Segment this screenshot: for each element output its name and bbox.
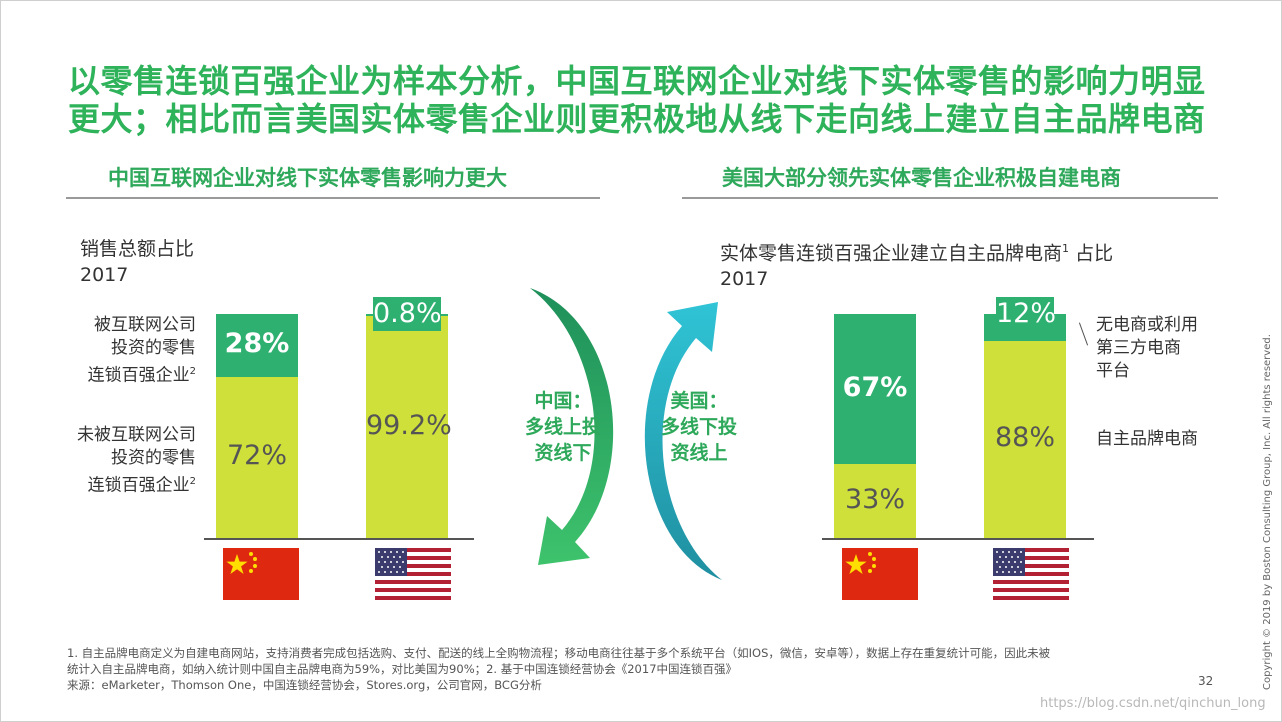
china-arrow-label-l1: 中国： (534, 390, 592, 412)
left-bar-usa-label-0: 99.2% (366, 409, 452, 441)
left-metric-label: 销售总额占比 2017 (80, 236, 194, 288)
usa-arrow-label-l1: 美国： (670, 390, 728, 412)
legend-third-party: 无电商或利用 第三方电商 平台 (1096, 314, 1198, 383)
legend-third-party-l3: 平台 (1096, 361, 1130, 381)
footnote-line-1: 1. 自主品牌电商定义为自建电商网站，支持消费者完成包括选购、支付、配送的线上全… (67, 646, 1051, 660)
right-metric-suffix: 占比 (1075, 242, 1114, 265)
left-chart-baseline (204, 538, 474, 540)
row-label-invested-l3-wrap: 连锁百强企业2 (20, 360, 196, 388)
center-arrows (530, 288, 722, 580)
right-section-title: 美国大部分领先实体零售企业积极自建电商 (722, 166, 1121, 190)
left-bar-usa-segment-0: 99.2% (366, 315, 452, 538)
page-number: 32 (1198, 674, 1214, 688)
right-bar-china-label-0: 33% (844, 484, 905, 516)
row-label-not-invested: 未被互联网公司 投资的零售 连锁百强企业2 (20, 424, 196, 498)
right-metric-sup: 1 (1062, 242, 1070, 255)
left-bar-usa-label-1: 0.8% (373, 297, 442, 331)
left-bar-china-segment-0: 72% (216, 376, 298, 538)
watermark-text: https://blog.csdn.net/qinchun_long (1040, 696, 1266, 711)
usa-arrow-label-l3: 资线上 (670, 442, 728, 464)
usa-arrow-label-l2: 多线下投 (660, 416, 737, 438)
footnote-line-2: 统计入自主品牌电商，如纳入统计则中国自主品牌电商为59%，对比美国为90%；2.… (67, 662, 738, 676)
row-label-not-invested-l1: 未被互联网公司 (77, 425, 196, 445)
right-metric-year: 2017 (720, 268, 769, 291)
footnotes: 1. 自主品牌电商定义为自建电商网站，支持消费者完成包括选购、支付、配送的线上全… (67, 645, 1227, 693)
row-label-not-invested-l3: 连锁百强企业 (87, 475, 190, 496)
right-section-divider (682, 197, 1218, 199)
left-bar-china-label-1: 28% (224, 328, 290, 360)
legend-third-party-l1: 无电商或利用 (1096, 315, 1198, 335)
row-label-not-invested-sup: 2 (189, 476, 196, 487)
china-flag-icon (223, 548, 299, 600)
row-label-not-invested-l3-wrap: 连锁百强企业2 (20, 470, 196, 498)
right-metric-label: 实体零售连锁百强企业建立自主品牌电商1 占比 2017 (720, 236, 1113, 292)
slide-title: 以零售连锁百强企业为样本分析，中国互联网企业对线下实体零售的影响力明显更大；相比… (68, 62, 1206, 138)
row-label-invested-sup: 2 (189, 366, 196, 377)
row-label-not-invested-l2: 投资的零售 (111, 448, 196, 468)
right-bar-usa-label-1: 12% (996, 297, 1057, 331)
left-metric-text: 销售总额占比 (80, 238, 195, 260)
row-label-invested-l2: 投资的零售 (111, 338, 196, 358)
right-bar-usa-segment-0: 88% (984, 340, 1066, 538)
row-label-invested-l3: 连锁百强企业 (87, 365, 190, 386)
footnote-source: 来源：eMarketer，Thomson One，中国连锁经营协会，Stores… (67, 678, 542, 692)
left-metric-year: 2017 (80, 264, 129, 286)
china-arrow-icon (530, 288, 614, 565)
usa-flag-icon-right (993, 548, 1069, 600)
legend-third-party-l2: 第三方电商 (1096, 338, 1181, 358)
left-section-title: 中国互联网企业对线下实体零售影响力更大 (108, 166, 507, 190)
right-bar-china-segment-0: 33% (834, 464, 916, 538)
right-bar-china-segment-1: 67% (834, 314, 916, 465)
right-metric-line: 实体零售连锁百强企业建立自主品牌电商1 占比 (720, 236, 1113, 266)
row-label-invested: 被互联网公司 投资的零售 连锁百强企业2 (20, 314, 196, 388)
right-bar-china-label-1: 67% (842, 372, 908, 404)
right-metric-text: 实体零售连锁百强企业建立自主品牌电商 (720, 242, 1063, 265)
usa-arrow-icon (644, 302, 722, 580)
china-arrow-label: 中国： 多线上投 资线下 (508, 388, 618, 466)
copyright-notice: Copyright © 2019 by Boston Consulting Gr… (1262, 334, 1273, 690)
legend-own-brand: 自主品牌电商 (1096, 429, 1198, 449)
right-chart-baseline (822, 538, 1094, 540)
right-bar-usa-label-0: 88% (994, 422, 1055, 454)
left-section-divider (66, 197, 600, 199)
usa-flag-icon (375, 548, 451, 600)
row-label-invested-l1: 被互联网公司 (94, 315, 196, 335)
china-arrow-label-l2: 多线上投 (524, 416, 601, 438)
usa-arrow-label: 美国： 多线下投 资线上 (644, 388, 754, 466)
left-bar-china-label-0: 72% (226, 440, 287, 472)
left-bar-china-segment-1: 28% (216, 314, 298, 377)
china-flag-icon-right (842, 548, 918, 600)
china-arrow-label-l3: 资线下 (534, 442, 592, 464)
